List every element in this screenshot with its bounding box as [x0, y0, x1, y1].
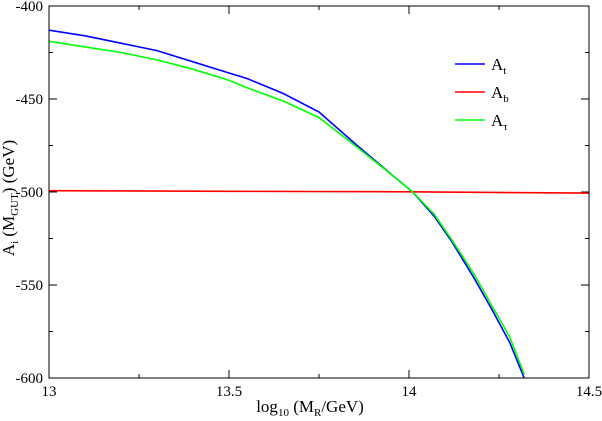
- x-tick-label: 14.5: [576, 384, 602, 400]
- series-line-2: [49, 189, 589, 194]
- x-tick-label: 14: [402, 384, 418, 400]
- y-tick-label: -550: [16, 278, 44, 294]
- y-tick-label: -600: [16, 371, 44, 387]
- legend-label: Ab: [491, 83, 509, 105]
- y-tick-label: -450: [16, 92, 44, 108]
- series-line-1: [49, 29, 525, 378]
- y-tick-label: -400: [16, 0, 44, 15]
- legend-label: At: [491, 55, 506, 77]
- legend-label: Aτ: [491, 111, 508, 133]
- y-axis-label: Ai (MGUT) (GeV): [0, 140, 21, 256]
- series-layer: [49, 29, 589, 378]
- tick-labels: 13 13.5 14 14.5 -400 -450 -500 -550 -600: [16, 0, 602, 400]
- plot-frame: [48, 5, 590, 379]
- x-tick-label: 13: [42, 384, 57, 400]
- legend: At Ab Aτ: [455, 55, 509, 133]
- y-tick-label: -500: [16, 185, 44, 201]
- x-axis-label: log10 (MR/GeV): [256, 397, 364, 419]
- series-line-3: [49, 40, 525, 375]
- x-tick-label: 13.5: [216, 384, 242, 400]
